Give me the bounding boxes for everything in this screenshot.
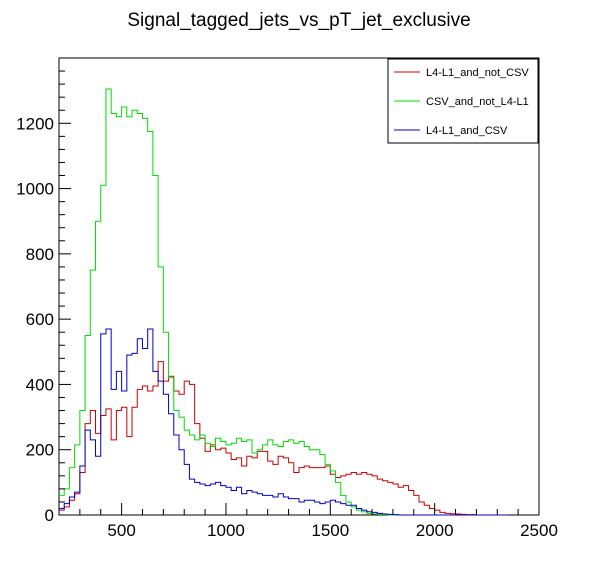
chart-title: Signal_tagged_jets_vs_pT_jet_exclusive <box>127 10 470 31</box>
legend-label-0: L4-L1_and_not_CSV <box>426 67 529 79</box>
series-layer <box>59 88 508 516</box>
x-tick-label: 2000 <box>416 521 454 540</box>
plot-frame <box>58 57 540 516</box>
legend-label-2: L4-L1_and_CSV <box>426 125 508 137</box>
axis-layer: 500 1000 1500 2000 2500 0 200 400 600 800 1000 1200 <box>16 57 558 540</box>
y-tick-label: 400 <box>26 375 54 394</box>
series-line-1 <box>59 88 508 516</box>
y-tick-label: 600 <box>26 310 54 329</box>
y-tick-label: 800 <box>26 245 54 264</box>
x-tick-label: 1500 <box>311 521 349 540</box>
y-tick-label: 200 <box>26 441 54 460</box>
x-tick-label: 1000 <box>207 521 245 540</box>
x-tick-label: 2500 <box>520 521 558 540</box>
y-tick-label: 1200 <box>16 114 54 133</box>
y-tick-label: 0 <box>45 506 54 525</box>
series-line-2 <box>59 328 508 516</box>
y-tick-label: 1000 <box>16 180 54 199</box>
legend: L4-L1_and_not_CSV CSV_and_not_L4-L1 L4-L… <box>387 58 539 144</box>
series-line-0 <box>59 361 508 516</box>
x-tick-label: 500 <box>107 521 135 540</box>
legend-label-1: CSV_and_not_L4-L1 <box>426 96 529 108</box>
